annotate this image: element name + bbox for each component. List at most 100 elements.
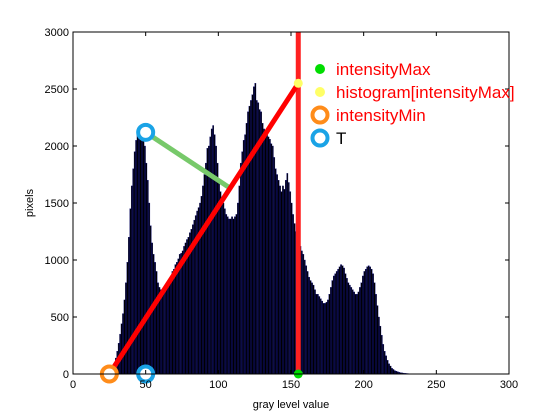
histogram-bar bbox=[356, 294, 358, 375]
min-to-max-line bbox=[106, 80, 301, 377]
histogram-bar bbox=[389, 365, 392, 375]
histogram-bar bbox=[283, 189, 286, 375]
histogram-bar bbox=[270, 143, 273, 375]
x-tick-label: 100 bbox=[209, 379, 227, 391]
histogram-bar bbox=[318, 296, 321, 375]
histogram-bar bbox=[142, 134, 145, 375]
histogram-bar bbox=[208, 145, 210, 375]
histogram-bar bbox=[378, 316, 380, 375]
histogram-bar bbox=[351, 289, 354, 375]
legend-marker-intensityMin bbox=[310, 105, 330, 125]
histogram-bar bbox=[212, 125, 215, 375]
histogram-bar bbox=[219, 191, 222, 375]
histogram-bar bbox=[248, 105, 251, 375]
histogram-bar bbox=[348, 284, 351, 375]
histogram-bar bbox=[205, 162, 207, 375]
histogram-bar bbox=[141, 132, 143, 375]
annotation-overlay bbox=[99, 32, 303, 384]
x-tick-label: 250 bbox=[427, 379, 445, 391]
histogram-bar bbox=[136, 134, 139, 375]
histogram-bar bbox=[273, 157, 276, 375]
histogram-bar bbox=[280, 191, 283, 375]
histogram-bar bbox=[269, 139, 271, 375]
histogram-bar bbox=[200, 196, 203, 375]
y-tick-label: 500 bbox=[51, 312, 69, 324]
histogram-bar bbox=[228, 218, 230, 375]
histogram-bar bbox=[139, 129, 142, 375]
legend-label-T: T bbox=[336, 129, 346, 148]
histogram-bar bbox=[366, 266, 369, 375]
histogram-bar bbox=[322, 303, 325, 375]
histogram-bar bbox=[144, 145, 146, 375]
histogram-bar bbox=[301, 250, 303, 375]
histogram-bar bbox=[206, 148, 209, 375]
histogram-bar bbox=[168, 280, 171, 375]
histogram-bar bbox=[369, 266, 371, 375]
histogram-bar bbox=[260, 111, 262, 375]
y-axis-ticks: 0 500 1000 1500 2000 2500 3000 bbox=[45, 27, 509, 381]
x-axis-ticks: 0 50 100 150 200 250 300 bbox=[70, 32, 518, 391]
histogram-bar bbox=[363, 271, 366, 375]
legend-label-intensityMax: intensityMax bbox=[336, 60, 431, 79]
histogram-bar bbox=[261, 123, 264, 375]
histogram-bar bbox=[176, 262, 178, 375]
histogram-bar bbox=[171, 271, 174, 375]
histogram-bar bbox=[154, 262, 156, 375]
histogram-bar bbox=[122, 313, 124, 375]
histogram-bar bbox=[239, 162, 242, 375]
histogram-bar bbox=[319, 298, 322, 375]
histogram-bar bbox=[266, 134, 268, 375]
x-tick-label: 50 bbox=[140, 379, 152, 391]
histogram-bar bbox=[325, 302, 328, 375]
histogram-bar bbox=[234, 216, 236, 375]
histogram-bar bbox=[385, 355, 387, 375]
x-axis-label: gray level value bbox=[253, 399, 329, 411]
histogram-bar bbox=[149, 225, 152, 375]
histogram-bar bbox=[132, 168, 135, 375]
histogram-bar bbox=[276, 174, 278, 375]
histogram-bar bbox=[264, 134, 267, 375]
histogram-bar bbox=[293, 223, 296, 375]
histogram-bar bbox=[290, 202, 293, 375]
x-tick-label: 300 bbox=[500, 379, 518, 391]
histogram-bar bbox=[350, 287, 353, 375]
histogram-bar bbox=[123, 299, 126, 375]
legend-marker-intensityMax bbox=[315, 64, 325, 74]
histogram-bar bbox=[267, 136, 270, 375]
histogram-bar bbox=[287, 182, 290, 375]
histogram-bar bbox=[173, 268, 175, 375]
histogram-bar bbox=[332, 275, 335, 375]
histogram-bar bbox=[285, 180, 287, 375]
histogram-bar bbox=[133, 151, 136, 375]
histogram-bar bbox=[177, 258, 180, 375]
histogram-bar bbox=[324, 303, 326, 375]
histogram-bar bbox=[380, 335, 383, 375]
legend-marker-T bbox=[310, 128, 330, 148]
histogram-bar bbox=[394, 370, 396, 375]
histogram-bar bbox=[308, 276, 310, 375]
histogram-bar bbox=[286, 173, 289, 375]
histogram-bar bbox=[203, 174, 206, 375]
histogram-bar bbox=[359, 287, 361, 375]
histogram-bar bbox=[223, 208, 226, 375]
histogram-bar bbox=[229, 218, 232, 375]
histogram-bar bbox=[314, 289, 316, 375]
histogram-bar bbox=[382, 344, 385, 375]
histogram-bar bbox=[379, 325, 382, 375]
histogram-bar bbox=[317, 294, 319, 375]
histogram-bar bbox=[340, 264, 342, 375]
histogram-bar bbox=[347, 282, 350, 375]
histogram-bar bbox=[126, 262, 129, 375]
histogram-bar bbox=[232, 218, 235, 375]
histogram-bar bbox=[125, 282, 127, 375]
histogram-bar bbox=[161, 291, 164, 375]
histogram-bar bbox=[309, 280, 312, 375]
t-histogram-marker bbox=[136, 122, 156, 142]
histogram-bar bbox=[344, 273, 347, 375]
histogram-bar bbox=[237, 202, 239, 375]
histogram-bar bbox=[274, 168, 277, 375]
histogram-bar bbox=[311, 282, 313, 375]
histogram-bar bbox=[241, 151, 244, 375]
histogram-bar bbox=[222, 202, 225, 375]
histogram-bar bbox=[331, 280, 334, 375]
